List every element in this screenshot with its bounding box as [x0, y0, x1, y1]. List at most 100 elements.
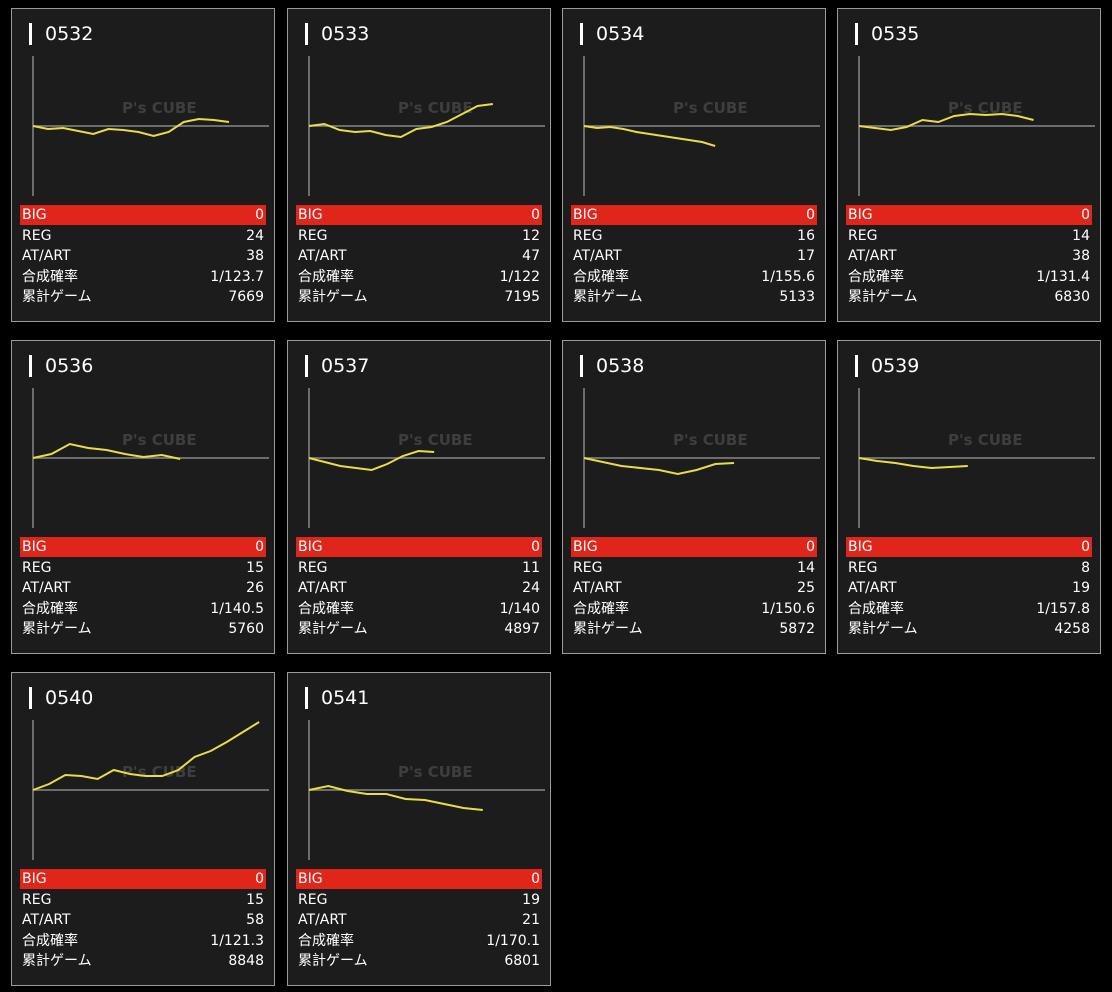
stat-row: AT/ART 25	[571, 578, 817, 598]
stat-label: AT/ART	[298, 248, 347, 264]
machine-card: P's CUBE 0536 BIG 0 REG 15 AT/ART 26 合成確率 1/140.5…	[11, 340, 275, 654]
stat-label: 合成確率	[22, 268, 78, 285]
stat-row: 累計ゲーム 5760	[20, 619, 266, 639]
stat-value: 4897	[504, 621, 540, 637]
stat-label: BIG	[848, 207, 873, 223]
stat-value: 5872	[779, 621, 815, 637]
stat-label: 累計ゲーム	[22, 621, 92, 637]
stat-label: BIG	[298, 207, 323, 223]
stat-label: 累計ゲーム	[298, 953, 368, 969]
big-row: BIG 0	[571, 205, 817, 225]
stat-value: 26	[246, 580, 264, 596]
stat-row: REG 12	[296, 226, 542, 246]
graph-line	[858, 112, 1034, 132]
stat-row: 合成確率 1/170.1	[296, 931, 542, 951]
big-row: BIG 0	[296, 869, 542, 889]
stat-label: BIG	[573, 207, 598, 223]
machine-id: 0534	[580, 23, 644, 45]
machine-card: P's CUBE 0534 BIG 0 REG 16 AT/ART 17 合成確率 1/155.6…	[562, 8, 826, 322]
stat-value: 1/131.4	[1036, 268, 1090, 285]
stat-row: 合成確率 1/155.6	[571, 267, 817, 287]
stat-row: REG 16	[571, 226, 817, 246]
big-row: BIG 0	[296, 537, 542, 557]
stat-row: 累計ゲーム 7669	[20, 287, 266, 307]
big-row: BIG 0	[20, 869, 266, 889]
stat-label: 合成確率	[298, 932, 354, 949]
graph-line	[308, 449, 435, 472]
watermark: P's CUBE	[122, 763, 197, 781]
stat-value: 1/123.7	[210, 268, 264, 285]
stat-label: REG	[22, 559, 52, 576]
stat-row: 累計ゲーム 6801	[296, 951, 542, 971]
stat-value: 1/150.6	[761, 600, 815, 617]
stat-row: 合成確率 1/123.7	[20, 267, 266, 287]
stat-value: 0	[806, 539, 815, 555]
big-row: BIG 0	[846, 537, 1092, 557]
stat-row: REG 8	[846, 558, 1092, 578]
stat-row: 合成確率 1/157.8	[846, 599, 1092, 619]
machine-card: P's CUBE 0541 BIG 0 REG 19 AT/ART 21 合成確率 1/170.1…	[287, 672, 551, 986]
stat-value: 5133	[779, 289, 815, 305]
stat-row: AT/ART 58	[20, 910, 266, 930]
stat-label: REG	[298, 559, 328, 576]
stat-value: 47	[522, 248, 540, 264]
stat-value: 0	[806, 207, 815, 223]
stat-value: 0	[531, 207, 540, 223]
stat-label: BIG	[22, 207, 47, 223]
stat-label: REG	[573, 559, 603, 576]
graph: P's CUBE	[32, 56, 269, 196]
stat-row: 合成確率 1/122	[296, 267, 542, 287]
stat-row: AT/ART 24	[296, 578, 542, 598]
graph: P's CUBE	[32, 720, 269, 860]
graph: P's CUBE	[583, 56, 820, 196]
stat-row: REG 14	[571, 558, 817, 578]
graph: P's CUBE	[858, 56, 1095, 196]
stat-label: 累計ゲーム	[298, 289, 368, 305]
stat-label: BIG	[298, 539, 323, 555]
stat-label: AT/ART	[298, 580, 347, 596]
graph-line	[583, 457, 735, 476]
machine-id: 0538	[580, 355, 644, 377]
stat-row: AT/ART 26	[20, 578, 266, 598]
stat-label: REG	[848, 559, 878, 576]
stat-label: BIG	[22, 871, 47, 887]
stat-value: 19	[1072, 580, 1090, 596]
stat-label: AT/ART	[22, 912, 71, 928]
stat-value: 1/155.6	[761, 268, 815, 285]
machine-card: P's CUBE 0539 BIG 0 REG 8 AT/ART 19 合成確率 1/157.8 累…	[837, 340, 1101, 654]
stat-label: 累計ゲーム	[22, 953, 92, 969]
stat-row: AT/ART 38	[846, 246, 1092, 266]
stat-label: 合成確率	[848, 268, 904, 285]
stat-label: BIG	[848, 539, 873, 555]
stat-value: 38	[246, 248, 264, 264]
stat-label: BIG	[298, 871, 323, 887]
graph: P's CUBE	[308, 388, 545, 528]
machine-card: P's CUBE 0532 BIG 0 REG 24 AT/ART 38 合成確率 1/123.7…	[11, 8, 275, 322]
stat-value: 24	[522, 580, 540, 596]
stat-value: 8848	[228, 953, 264, 969]
machine-id: 0532	[29, 23, 93, 45]
stat-row: REG 11	[296, 558, 542, 578]
machine-id: 0533	[305, 23, 369, 45]
stat-row: AT/ART 47	[296, 246, 542, 266]
stat-row: AT/ART 19	[846, 578, 1092, 598]
stat-row: 累計ゲーム 6830	[846, 287, 1092, 307]
graph-line	[32, 117, 230, 138]
stat-value: 14	[1072, 227, 1090, 244]
stat-label: REG	[573, 227, 603, 244]
stat-row: 累計ゲーム 4897	[296, 619, 542, 639]
graph-line	[308, 103, 494, 139]
graph-line	[858, 457, 968, 470]
stat-row: AT/ART 38	[20, 246, 266, 266]
stat-label: AT/ART	[848, 580, 897, 596]
machine-card: P's CUBE 0537 BIG 0 REG 11 AT/ART 24 合成確率 1/140 累計…	[287, 340, 551, 654]
stat-value: 21	[522, 912, 540, 928]
stat-value: 0	[531, 539, 540, 555]
stat-label: REG	[22, 227, 52, 244]
graph: P's CUBE	[583, 388, 820, 528]
machine-card: P's CUBE 0538 BIG 0 REG 14 AT/ART 25 合成確率 1/150.6…	[562, 340, 826, 654]
stat-row: 合成確率 1/140	[296, 599, 542, 619]
stat-value: 0	[255, 207, 264, 223]
machine-id: 0537	[305, 355, 369, 377]
stat-value: 0	[531, 871, 540, 887]
